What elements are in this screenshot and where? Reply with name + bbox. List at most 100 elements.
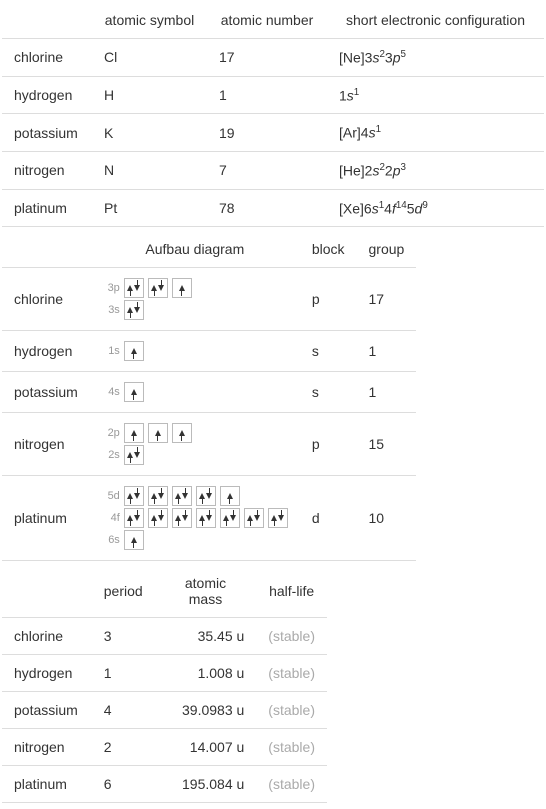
orbital-box [172,423,192,443]
period-value: 6 [92,766,155,803]
atomic-symbol-value: Cl [92,39,207,77]
atomic-number-value: 78 [207,189,327,227]
table-row: chlorineCl17[Ne]3s23p5 [2,39,544,77]
block-value: p [300,413,357,476]
orbital-box [124,530,144,550]
orbital-box [220,486,240,506]
orbital-label: 3p [102,282,120,294]
element-name: potassium [2,114,92,152]
block-value: p [300,268,357,331]
atomic-number-value: 19 [207,114,327,152]
orbital-box [172,486,192,506]
electronic-config-header: short electronic configuration [327,2,544,39]
table-row: hydrogenH11s1 [2,76,544,114]
orbital-label: 2p [102,427,120,439]
atomic-number-header: atomic number [207,2,327,39]
group-header: group [357,231,417,268]
orbital-label: 4f [102,512,120,524]
element-name: platinum [2,766,92,803]
orbital-row: 3p [102,278,288,298]
half-life-value: (stable) [256,692,327,729]
table-row: hydrogen 1s s1 [2,331,416,372]
orbital-label: 4s [102,386,120,398]
element-properties-table-1: atomic symbol atomic number short electr… [2,2,544,227]
element-name: platinum [2,189,92,227]
group-value: 17 [357,268,417,331]
table-row: chlorine 3p 3s p17 [2,268,416,331]
orbital-row: 1s [102,341,288,361]
element-name: chlorine [2,268,90,331]
aufbau-diagram: 4s [90,372,300,413]
atomic-symbol-value: N [92,151,207,189]
orbital-box [124,508,144,528]
orbital-box [148,423,168,443]
element-name: chlorine [2,39,92,77]
atomic-mass-value: 39.0983 u [155,692,257,729]
period-value: 4 [92,692,155,729]
orbital-row: 2s [102,445,288,465]
atomic-mass-value: 35.45 u [155,618,257,655]
aufbau-diagram: 2p 2s [90,413,300,476]
period-header: period [92,565,155,618]
period-value: 3 [92,618,155,655]
block-value: d [300,476,357,561]
atomic-symbol-header: atomic symbol [92,2,207,39]
atomic-number-value: 1 [207,76,327,114]
atomic-symbol-value: K [92,114,207,152]
atomic-symbol-value: H [92,76,207,114]
orbital-row: 2p [102,423,288,443]
element-properties-table-3: period atomic mass half-life chlorine335… [2,565,327,803]
aufbau-diagram: 3p 3s [90,268,300,331]
atomic-number-value: 7 [207,151,327,189]
orbital-box [220,508,240,528]
element-properties-table-2: Aufbau diagram block group chlorine 3p 3s p… [2,231,416,561]
electronic-config-value: [He]2s22p3 [327,151,544,189]
half-life-value: (stable) [256,655,327,692]
half-life-value: (stable) [256,766,327,803]
orbital-row: 6s [102,530,288,550]
orbital-row: 3s [102,300,288,320]
half-life-value: (stable) [256,729,327,766]
table-row: potassium439.0983 u(stable) [2,692,327,729]
block-header: block [300,231,357,268]
group-value: 1 [357,331,417,372]
orbital-label: 3s [102,304,120,316]
element-name: hydrogen [2,331,90,372]
orbital-box [268,508,288,528]
orbital-box [148,508,168,528]
orbital-box [196,508,216,528]
electronic-config-value: [Ne]3s23p5 [327,39,544,77]
electronic-config-value: 1s1 [327,76,544,114]
empty-header [2,565,92,618]
orbital-box [172,508,192,528]
element-name: nitrogen [2,413,90,476]
aufbau-diagram: 5d 4f 6s [90,476,300,561]
orbital-row: 5d [102,486,288,506]
group-value: 1 [357,372,417,413]
aufbau-header: Aufbau diagram [90,231,300,268]
orbital-box [124,423,144,443]
orbital-label: 1s [102,345,120,357]
orbital-label: 5d [102,490,120,502]
group-value: 15 [357,413,417,476]
atomic-mass-value: 14.007 u [155,729,257,766]
table-row: nitrogen 2p 2s p15 [2,413,416,476]
orbital-row: 4f [102,508,288,528]
table-row: hydrogen11.008 u(stable) [2,655,327,692]
table-row: platinum6195.084 u(stable) [2,766,327,803]
table-row: platinumPt78[Xe]6s14f145d9 [2,189,544,227]
orbital-label: 2s [102,449,120,461]
orbital-box [124,486,144,506]
orbital-box [148,486,168,506]
orbital-box [124,300,144,320]
orbital-box [124,445,144,465]
half-life-header: half-life [256,565,327,618]
empty-header [2,2,92,39]
atomic-mass-header: atomic mass [155,565,257,618]
table-row: platinum5d4f6sd10 [2,476,416,561]
orbital-box [124,341,144,361]
block-value: s [300,331,357,372]
orbital-box [172,278,192,298]
orbital-box [124,278,144,298]
element-name: hydrogen [2,76,92,114]
